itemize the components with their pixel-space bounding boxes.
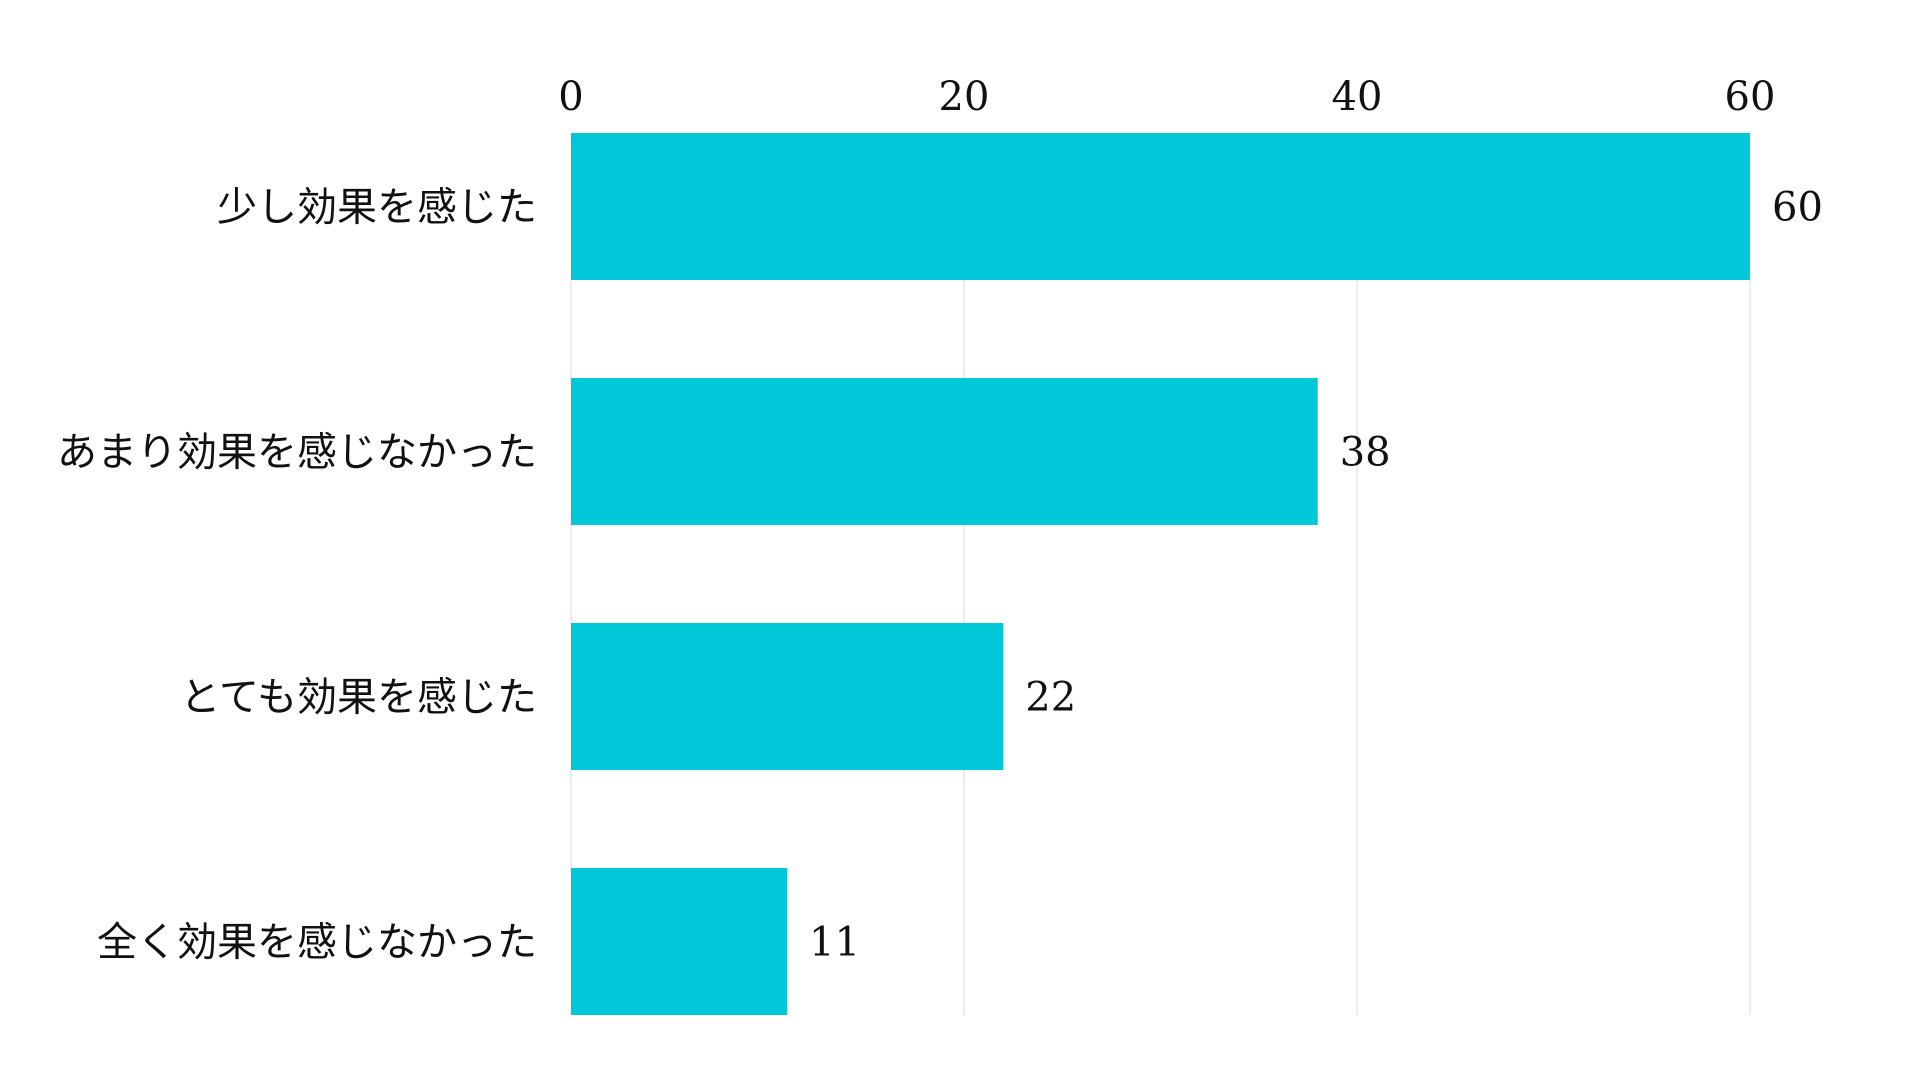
bar	[571, 868, 788, 1015]
data-label: 22	[1025, 675, 1076, 721]
category-label: 少し効果を感じた	[217, 185, 537, 231]
x-tick-label: 60	[1725, 74, 1776, 120]
category-label: あまり効果を感じなかった	[57, 430, 537, 476]
category-label: 全く効果を感じなかった	[97, 920, 537, 966]
bars	[571, 133, 1750, 1015]
category-label: とても効果を感じた	[180, 675, 537, 721]
data-labels: 60 38 22 11	[809, 185, 1823, 966]
bar	[571, 378, 1318, 525]
data-label: 60	[1772, 185, 1823, 231]
data-label: 11	[809, 920, 860, 966]
bar	[571, 133, 1750, 280]
x-tick-label: 40	[1332, 74, 1383, 120]
x-axis-ticks: 0 20 40 60	[558, 74, 1775, 120]
x-tick-label: 20	[939, 74, 990, 120]
data-label: 38	[1340, 430, 1391, 476]
x-tick-label: 0	[558, 74, 583, 120]
bar	[571, 623, 1004, 770]
